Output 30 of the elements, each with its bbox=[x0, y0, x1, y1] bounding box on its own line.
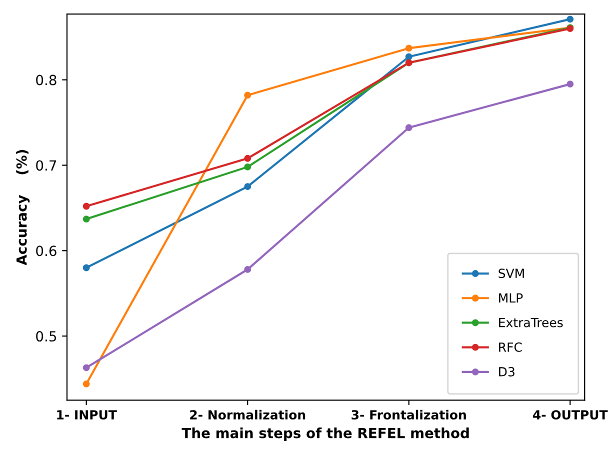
point bbox=[405, 124, 412, 132]
x-tick-label: 1- INPUT bbox=[57, 410, 117, 420]
point bbox=[82, 380, 90, 388]
y-tick-label: 0.5 bbox=[36, 331, 56, 342]
legend-label: ExtraTrees bbox=[499, 318, 563, 328]
legend-label: D3 bbox=[499, 367, 514, 376]
x-tick-label: 2- Normalization bbox=[190, 410, 306, 420]
point bbox=[82, 216, 90, 223]
point bbox=[244, 154, 252, 162]
point bbox=[244, 266, 252, 273]
point bbox=[566, 16, 574, 23]
x-tick-label: 3- Frontalization bbox=[352, 410, 466, 420]
point bbox=[82, 364, 90, 372]
x-axis-title: The main steps of the REFEL method bbox=[182, 428, 469, 441]
point bbox=[405, 44, 412, 52]
y-tick-label: 0.7 bbox=[36, 160, 56, 171]
y-tick-label: 0.8 bbox=[36, 74, 56, 86]
x-tick-label: 4- OUTPUT bbox=[533, 410, 608, 420]
legend-label: SVM bbox=[498, 268, 524, 278]
point bbox=[244, 183, 252, 190]
point bbox=[244, 163, 252, 170]
point bbox=[244, 92, 252, 99]
point bbox=[405, 53, 412, 60]
point bbox=[82, 264, 90, 272]
y-tick-label: 0.6 bbox=[36, 246, 56, 256]
y-axis-title: Accuracy (%) bbox=[16, 150, 30, 266]
point bbox=[566, 80, 574, 88]
point bbox=[82, 202, 90, 210]
legend-label: RFC bbox=[499, 342, 522, 352]
legend-label: MLP bbox=[499, 293, 523, 302]
